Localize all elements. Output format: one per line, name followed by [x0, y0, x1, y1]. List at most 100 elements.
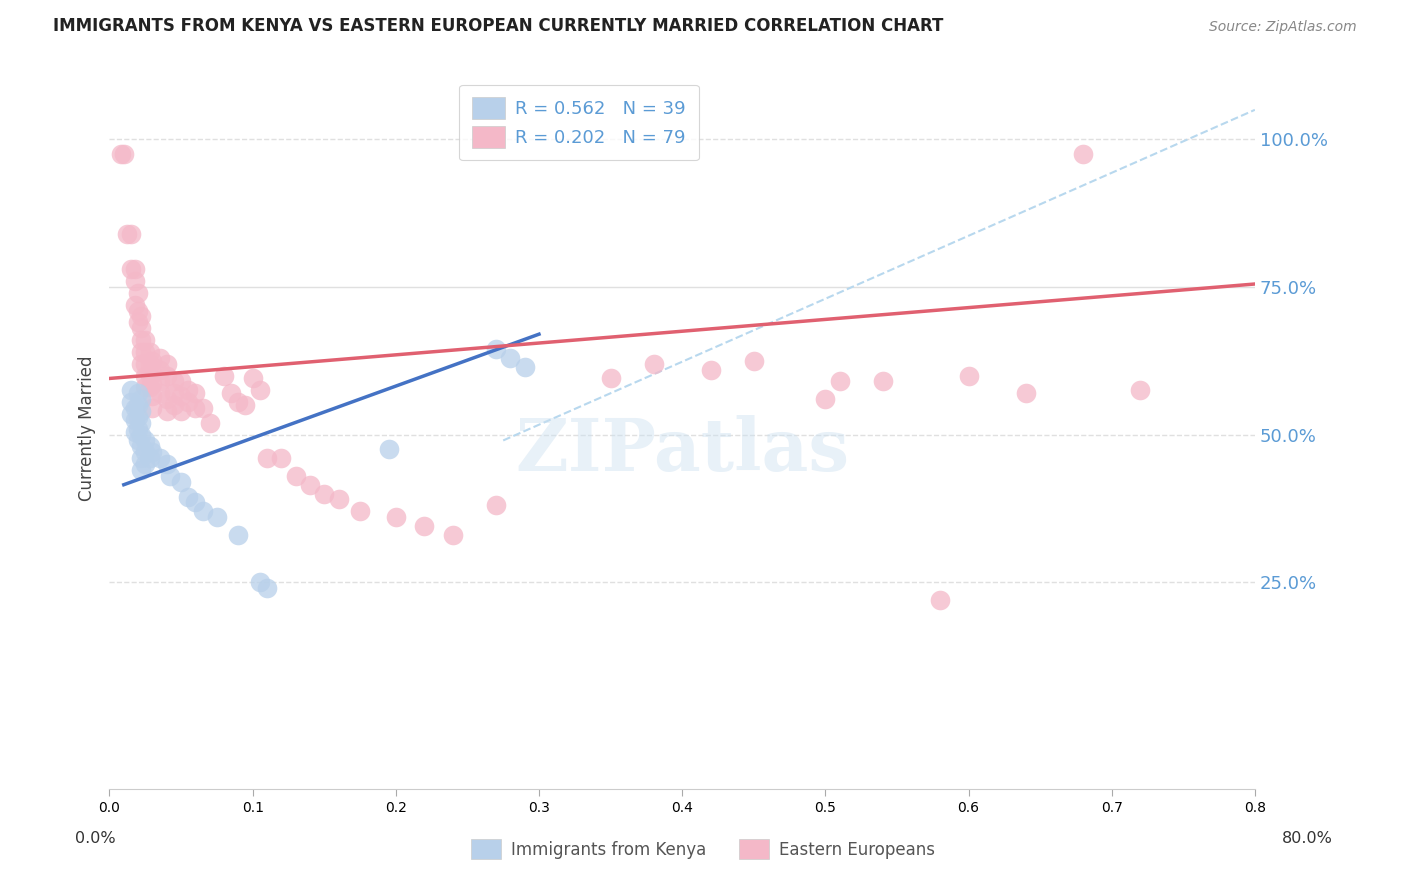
- Point: [1129, 384, 1152, 398]
- Point: [129, 310, 152, 324]
- Point: [485, 342, 508, 356]
- Point: [228, 528, 250, 542]
- Point: [700, 362, 723, 376]
- Point: [124, 298, 146, 312]
- Point: [170, 375, 193, 389]
- Point: [129, 427, 152, 442]
- Point: [134, 344, 156, 359]
- Point: [138, 451, 160, 466]
- Point: [298, 477, 321, 491]
- Point: [485, 499, 508, 513]
- Point: [115, 227, 138, 241]
- Point: [124, 425, 146, 439]
- Point: [120, 262, 142, 277]
- Point: [643, 357, 665, 371]
- Point: [148, 386, 170, 401]
- Point: [814, 392, 837, 406]
- Point: [120, 407, 142, 421]
- Point: [134, 380, 156, 394]
- Point: [129, 439, 152, 453]
- Point: [127, 409, 149, 424]
- Legend: Immigrants from Kenya, Eastern Europeans: Immigrants from Kenya, Eastern Europeans: [463, 830, 943, 868]
- Point: [242, 371, 264, 385]
- Point: [177, 395, 200, 409]
- Point: [170, 475, 193, 489]
- Text: ZIPatlas: ZIPatlas: [515, 415, 849, 486]
- Point: [112, 147, 135, 161]
- Point: [441, 528, 464, 542]
- Point: [872, 375, 894, 389]
- Point: [138, 380, 160, 394]
- Point: [377, 442, 399, 457]
- Point: [191, 401, 214, 415]
- Point: [127, 398, 149, 412]
- Point: [156, 404, 179, 418]
- Point: [198, 416, 221, 430]
- Point: [156, 392, 179, 406]
- Point: [127, 386, 149, 401]
- Point: [148, 351, 170, 365]
- Point: [134, 445, 156, 459]
- Point: [134, 333, 156, 347]
- Point: [148, 375, 170, 389]
- Legend: R = 0.562   N = 39, R = 0.202   N = 79: R = 0.562 N = 39, R = 0.202 N = 79: [460, 85, 699, 161]
- Point: [170, 389, 193, 403]
- Point: [127, 422, 149, 436]
- Point: [138, 344, 160, 359]
- Point: [138, 368, 160, 383]
- Text: 0.0%: 0.0%: [76, 831, 115, 846]
- Point: [141, 389, 163, 403]
- Point: [129, 333, 152, 347]
- Point: [110, 147, 132, 161]
- Point: [156, 357, 179, 371]
- Point: [184, 401, 207, 415]
- Point: [129, 321, 152, 335]
- Point: [129, 392, 152, 406]
- Point: [177, 384, 200, 398]
- Point: [314, 486, 336, 500]
- Point: [127, 434, 149, 448]
- Point: [129, 463, 152, 477]
- Point: [385, 510, 408, 524]
- Point: [141, 401, 163, 415]
- Point: [156, 457, 179, 471]
- Point: [163, 375, 186, 389]
- Point: [219, 386, 242, 401]
- Point: [141, 377, 163, 392]
- Point: [235, 398, 257, 412]
- Point: [129, 416, 152, 430]
- Point: [163, 386, 186, 401]
- Point: [928, 592, 950, 607]
- Point: [249, 575, 271, 590]
- Point: [124, 401, 146, 415]
- Point: [120, 395, 142, 409]
- Point: [163, 398, 186, 412]
- Point: [284, 468, 307, 483]
- Point: [127, 315, 149, 329]
- Point: [177, 490, 200, 504]
- Y-axis label: Currently Married: Currently Married: [79, 356, 96, 501]
- Point: [270, 451, 292, 466]
- Point: [124, 274, 146, 288]
- Point: [148, 451, 170, 466]
- Point: [156, 368, 179, 383]
- Point: [349, 504, 371, 518]
- Point: [328, 492, 350, 507]
- Point: [413, 519, 436, 533]
- Point: [1015, 386, 1038, 401]
- Point: [159, 468, 181, 483]
- Point: [141, 366, 163, 380]
- Point: [212, 368, 235, 383]
- Point: [1071, 147, 1094, 161]
- Point: [129, 451, 152, 466]
- Point: [249, 384, 271, 398]
- Point: [148, 362, 170, 376]
- Point: [256, 581, 278, 595]
- Point: [134, 434, 156, 448]
- Text: Source: ZipAtlas.com: Source: ZipAtlas.com: [1209, 21, 1357, 34]
- Point: [129, 357, 152, 371]
- Point: [599, 371, 621, 385]
- Point: [138, 439, 160, 453]
- Point: [957, 368, 980, 383]
- Point: [134, 457, 156, 471]
